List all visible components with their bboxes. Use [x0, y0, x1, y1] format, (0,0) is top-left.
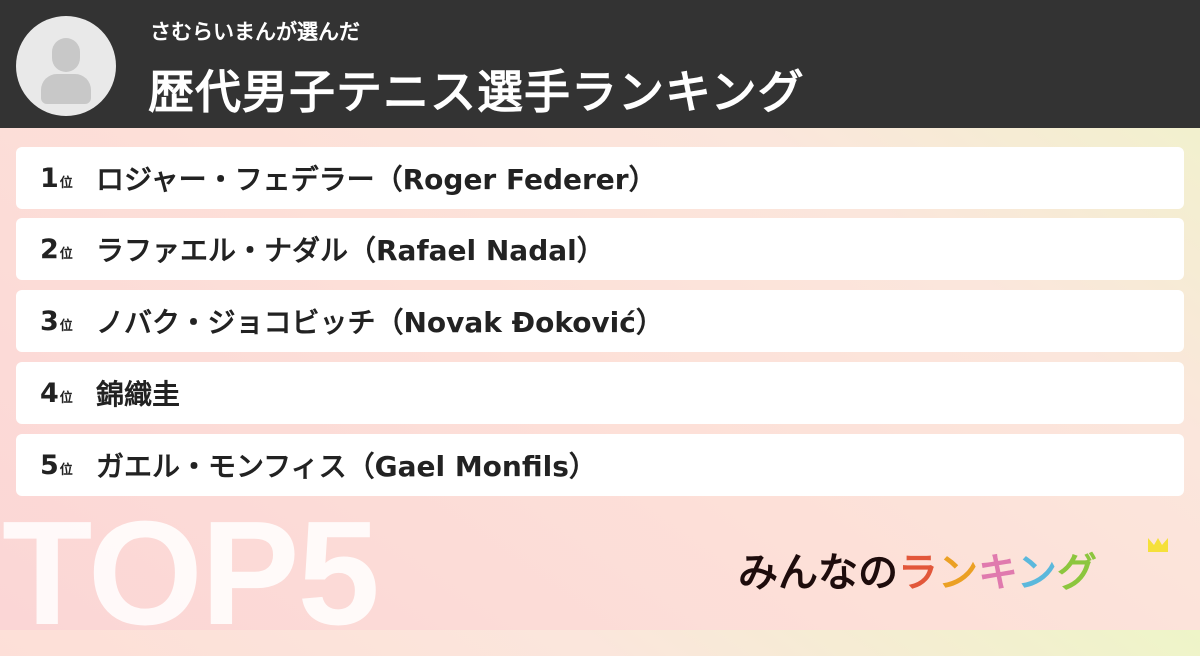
- rank-label: 2位: [40, 233, 73, 265]
- header: さむらいまんが選んだ 歴代男子テニス選手ランキング: [0, 0, 1200, 128]
- logo-char: ラ: [898, 550, 938, 596]
- logo-char: ン: [938, 550, 978, 596]
- rank-label: 4位: [40, 377, 73, 409]
- logo-char: キ: [978, 550, 1017, 596]
- logo-char: グ: [1056, 550, 1097, 596]
- item-name: ロジャー・フェデラー（Roger Federer）: [96, 163, 657, 196]
- logo-char: ン: [1016, 550, 1057, 596]
- avatar[interactable]: [16, 16, 116, 116]
- user-icon: [52, 38, 80, 72]
- top5-badge: TOP5: [2, 491, 380, 656]
- item-name: ノバク・ジョコビッチ（Novak Đoković）: [96, 306, 664, 339]
- page-title: 歴代男子テニス選手ランキング: [148, 65, 805, 119]
- rank-label: 1位: [40, 162, 73, 194]
- ranking-item[interactable]: 3位 ノバク・ジョコビッチ（Novak Đoković）: [16, 290, 1184, 352]
- item-name: 錦織圭: [96, 378, 181, 411]
- ranking-item[interactable]: 2位 ラファエル・ナダル（Rafael Nadal）: [16, 218, 1184, 280]
- rank-label: 3位: [40, 305, 73, 337]
- site-logo[interactable]: みんなのランキング: [738, 550, 1097, 596]
- item-name: ラファエル・ナダル（Rafael Nadal）: [96, 234, 605, 267]
- author-subtitle: さむらいまんが選んだ: [150, 20, 360, 44]
- rank-label: 5位: [40, 449, 73, 481]
- ranking-item[interactable]: 4位 錦織圭: [16, 362, 1184, 424]
- ranking-item[interactable]: 1位 ロジャー・フェデラー（Roger Federer）: [16, 147, 1184, 209]
- item-name: ガエル・モンフィス（Gael Monfils）: [96, 450, 597, 483]
- ranking-item[interactable]: 5位 ガエル・モンフィス（Gael Monfils）: [16, 434, 1184, 496]
- crown-icon: [1148, 538, 1168, 552]
